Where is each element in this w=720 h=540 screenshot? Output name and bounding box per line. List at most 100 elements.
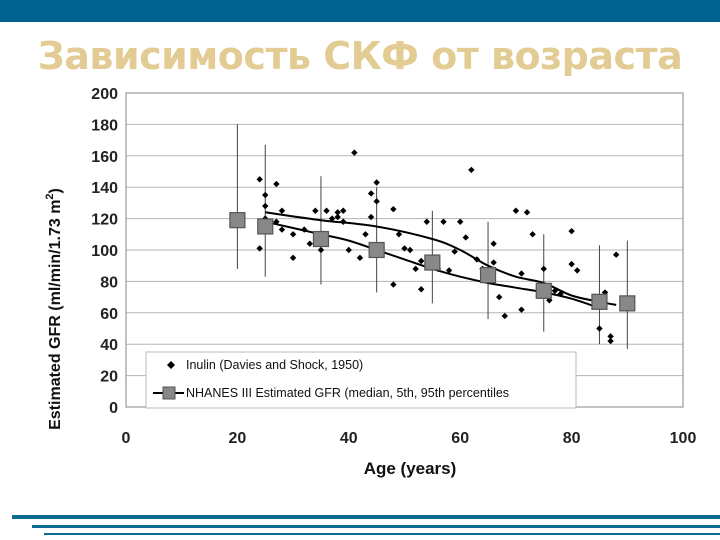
- inulin-point: [328, 215, 336, 222]
- inulin-point: [468, 166, 475, 174]
- top-bar: [0, 0, 720, 22]
- inulin-point: [345, 246, 352, 254]
- inulin-point: [462, 234, 469, 241]
- inulin-point: [557, 290, 564, 298]
- inulin-point: [262, 202, 269, 210]
- nhanes-median-marker-age-35: [312, 230, 330, 248]
- inulin-point: [362, 231, 369, 238]
- inulin-point: [306, 240, 314, 247]
- inulin-point: [390, 205, 397, 213]
- inulin-point: [512, 207, 520, 214]
- inulin-point: [451, 248, 458, 255]
- inulin-point: [490, 259, 497, 266]
- nhanes-median-marker-age-45: [368, 241, 385, 259]
- nhanes-median-marker-age-25: [257, 218, 274, 235]
- inulin-point: [340, 218, 347, 225]
- inulin-point: [278, 226, 286, 233]
- inulin-point: [256, 245, 263, 252]
- inulin-point: [256, 176, 263, 183]
- tick-labels: 0 20 40 60 80 100 120 140 160 180 200 0 20 40 60 80 100: [91, 86, 696, 447]
- inulin-point: [568, 227, 575, 235]
- inulin-mean-curve: [265, 211, 617, 306]
- legend-label-inulin: Inulin (Davies and Shock, 1950): [186, 358, 363, 372]
- y-tick-label-80: 80: [100, 274, 118, 291]
- inulin-point: [457, 218, 464, 225]
- inulin-point: [301, 226, 308, 233]
- inulin-point: [356, 254, 364, 262]
- inulin-point: [540, 265, 547, 273]
- inulin-point: [373, 198, 380, 205]
- y-axis-label-main: Estimated GFR (ml/min/1.73 m: [47, 200, 64, 430]
- inulin-point: [273, 218, 280, 225]
- y-tick-label-60: 60: [100, 306, 118, 323]
- bottom-line-2: [32, 525, 720, 528]
- bottom-line-3: [44, 533, 720, 535]
- inulin-point: [418, 286, 425, 293]
- inulin-point: [518, 270, 525, 277]
- x-tick-label-60: 60: [451, 430, 469, 447]
- legend-diamond-icon: [167, 361, 175, 369]
- inulin-point: [278, 207, 286, 214]
- x-axis-label: Age (years): [364, 459, 457, 478]
- inulin-point: [323, 207, 330, 214]
- inulin-point: [607, 333, 614, 340]
- legend-label-nhanes: NHANES III Estimated GFR (median, 5th, 9…: [186, 386, 509, 400]
- inulin-point: [473, 256, 481, 263]
- inulin-point: [289, 254, 297, 262]
- inulin-point: [423, 218, 430, 225]
- inulin-point: [289, 231, 297, 238]
- y-tick-label-0: 0: [109, 400, 118, 417]
- inulin-point: [262, 191, 269, 199]
- inulin-point: [406, 246, 414, 254]
- inulin-point: [501, 312, 508, 320]
- y-tick-label-140: 140: [91, 180, 118, 197]
- nhanes-median-marker-age-90: [619, 295, 636, 312]
- x-tick-label-0: 0: [122, 430, 131, 447]
- inulin-point: [529, 231, 536, 238]
- inulin-point: [495, 293, 503, 301]
- inulin-point: [490, 240, 497, 247]
- bottom-line-1: [12, 515, 720, 519]
- y-tick-label-100: 100: [91, 243, 118, 260]
- x-tick-label-20: 20: [229, 430, 247, 447]
- inulin-point: [418, 257, 425, 265]
- legend-box: [145, 351, 577, 409]
- inulin-point: [340, 207, 347, 214]
- y-axis-label: Estimated GFR (ml/min/1.73 m2): [44, 188, 64, 430]
- inulin-point: [367, 190, 375, 197]
- nhanes-median-marker-age-85: [591, 293, 608, 310]
- nhanes-median-marker-age-55: [424, 254, 441, 271]
- y-axis-label-superscript: 2: [44, 193, 56, 199]
- inulin-point: [373, 179, 380, 186]
- inulin-point: [317, 246, 325, 254]
- legend: Inulin (Davies and Shock, 1950) NHANES I…: [145, 351, 577, 409]
- inulin-point: [390, 281, 397, 288]
- inulin-point: [607, 337, 614, 345]
- inulin-point: [334, 213, 341, 221]
- inulin-point: [440, 218, 447, 225]
- inulin-point: [395, 231, 403, 238]
- gfr-age-chart: 0 20 40 60 80 100 120 140 160 180 200 0 20 40 60 80 100 …: [40, 76, 700, 486]
- legend-square-icon: [162, 386, 176, 400]
- inulin-point: [551, 287, 559, 295]
- x-tick-label-40: 40: [340, 430, 358, 447]
- inulin-point: [312, 207, 319, 214]
- y-tick-label-180: 180: [91, 117, 118, 134]
- slide-title: Зависимость СКФ от возраста: [37, 34, 683, 78]
- x-tick-label-80: 80: [563, 430, 581, 447]
- y-tick-label-40: 40: [100, 337, 118, 354]
- nhanes-median-marker-age-75: [535, 282, 552, 299]
- inulin-point: [334, 209, 341, 216]
- y-tick-label-160: 160: [91, 149, 118, 166]
- x-tick-label-100: 100: [670, 430, 697, 447]
- y-tick-label-200: 200: [91, 86, 118, 103]
- inulin-point: [596, 325, 603, 332]
- nhanes-median-markers: [229, 212, 636, 312]
- inulin-point: [568, 260, 575, 268]
- nhanes-median-marker-age-20: [229, 212, 246, 229]
- inulin-point: [351, 149, 358, 156]
- inulin-point: [367, 213, 375, 221]
- inulin-point: [273, 180, 280, 188]
- inulin-point: [401, 245, 408, 252]
